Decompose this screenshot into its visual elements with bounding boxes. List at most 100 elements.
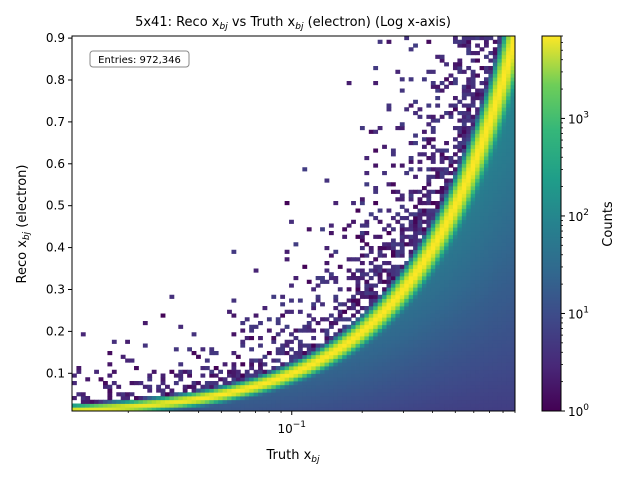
heatmap-cell bbox=[284, 399, 290, 404]
heatmap-cell bbox=[421, 246, 427, 251]
heatmap-cell bbox=[337, 347, 343, 352]
heatmap-cell bbox=[120, 403, 126, 408]
heatmap-cell bbox=[444, 238, 449, 243]
heatmap-cell bbox=[492, 137, 498, 142]
heatmap-cell bbox=[444, 171, 449, 176]
heatmap-cell bbox=[457, 407, 463, 412]
heatmap-cell bbox=[364, 369, 370, 374]
heatmap-cell bbox=[413, 291, 418, 296]
heatmap-cell bbox=[470, 369, 476, 374]
heatmap-cell bbox=[501, 309, 507, 314]
heatmap-cell bbox=[359, 201, 365, 206]
heatmap-cell bbox=[497, 246, 503, 251]
heatmap-cell bbox=[435, 354, 441, 359]
heatmap-cell bbox=[439, 238, 445, 243]
heatmap-cell bbox=[435, 358, 441, 363]
heatmap-cell bbox=[355, 298, 361, 303]
heatmap-cell bbox=[483, 216, 489, 221]
heatmap-cell bbox=[421, 392, 427, 397]
heatmap-cell bbox=[324, 388, 330, 393]
heatmap-cell bbox=[284, 407, 290, 412]
heatmap-cell bbox=[457, 392, 463, 397]
heatmap-cell bbox=[289, 399, 294, 404]
heatmap-cell bbox=[510, 246, 516, 251]
heatmap-cell bbox=[497, 264, 503, 269]
heatmap-cell bbox=[510, 403, 516, 408]
heatmap-cell bbox=[470, 186, 476, 191]
heatmap-cell bbox=[417, 291, 423, 296]
heatmap-cell bbox=[413, 249, 418, 254]
heatmap-cell bbox=[492, 317, 498, 322]
heatmap-cell bbox=[359, 343, 365, 348]
heatmap-cell bbox=[479, 81, 485, 86]
heatmap-cell bbox=[306, 358, 312, 363]
heatmap-cell bbox=[249, 388, 255, 393]
heatmap-cell bbox=[395, 373, 401, 378]
heatmap-cell bbox=[479, 272, 485, 277]
heatmap-cell bbox=[461, 114, 467, 119]
heatmap-cell bbox=[342, 396, 348, 401]
heatmap-cell bbox=[457, 182, 463, 187]
heatmap-cell bbox=[129, 407, 135, 412]
heatmap-cell bbox=[483, 159, 489, 164]
heatmap-cell bbox=[377, 369, 383, 374]
heatmap-cell bbox=[452, 291, 458, 296]
heatmap-cell bbox=[488, 152, 494, 157]
heatmap-cell bbox=[373, 201, 379, 206]
heatmap-cell bbox=[501, 373, 507, 378]
heatmap-cell bbox=[479, 186, 485, 191]
heatmap-cell bbox=[506, 54, 511, 59]
heatmap-cell bbox=[386, 347, 392, 352]
heatmap-cell bbox=[444, 384, 449, 389]
heatmap-cell bbox=[497, 208, 503, 213]
heatmap-cell bbox=[404, 306, 410, 311]
heatmap-cell bbox=[395, 407, 401, 412]
heatmap-cell bbox=[506, 204, 511, 209]
heatmap-cell bbox=[421, 144, 427, 149]
heatmap-cell bbox=[426, 174, 432, 179]
heatmap-cell bbox=[488, 167, 494, 172]
heatmap-cell bbox=[85, 403, 91, 408]
heatmap-cell bbox=[483, 69, 489, 74]
heatmap-cell bbox=[355, 291, 361, 296]
heatmap-cell bbox=[457, 358, 463, 363]
heatmap-cell bbox=[390, 358, 396, 363]
heatmap-cell bbox=[435, 84, 441, 89]
heatmap-cell bbox=[452, 272, 458, 277]
heatmap-cell bbox=[373, 321, 379, 326]
heatmap-cell bbox=[351, 219, 356, 224]
heatmap-cell bbox=[479, 324, 485, 329]
heatmap-cell bbox=[479, 208, 485, 213]
heatmap-cell bbox=[435, 171, 441, 176]
heatmap-cell bbox=[368, 298, 374, 303]
heatmap-cell bbox=[430, 339, 436, 344]
heatmap-cell bbox=[461, 156, 467, 161]
heatmap-cell bbox=[470, 366, 476, 371]
heatmap-cell bbox=[364, 366, 370, 371]
heatmap-cell bbox=[364, 351, 370, 356]
heatmap-cell bbox=[457, 306, 463, 311]
heatmap-cell bbox=[488, 268, 494, 273]
heatmap-cell bbox=[479, 279, 485, 284]
heatmap-cell bbox=[457, 347, 463, 352]
heatmap-cell bbox=[492, 407, 498, 412]
heatmap-cell bbox=[373, 369, 379, 374]
heatmap-cell bbox=[284, 381, 290, 386]
heatmap-cell bbox=[466, 249, 472, 254]
heatmap-cell bbox=[448, 234, 454, 239]
heatmap-cell bbox=[470, 354, 476, 359]
heatmap-cell bbox=[461, 69, 467, 74]
heatmap-cell bbox=[404, 358, 410, 363]
heatmap-cell bbox=[452, 298, 458, 303]
heatmap-cell bbox=[461, 276, 467, 281]
heatmap-cell bbox=[430, 174, 436, 179]
heatmap-cell bbox=[328, 339, 334, 344]
heatmap-cell bbox=[408, 324, 414, 329]
heatmap-cell bbox=[249, 373, 255, 378]
heatmap-cell bbox=[351, 343, 356, 348]
heatmap-cell bbox=[483, 156, 489, 161]
heatmap-cell bbox=[235, 407, 241, 412]
heatmap-cell bbox=[470, 351, 476, 356]
heatmap-cell bbox=[386, 302, 392, 307]
heatmap-cell bbox=[227, 407, 232, 412]
